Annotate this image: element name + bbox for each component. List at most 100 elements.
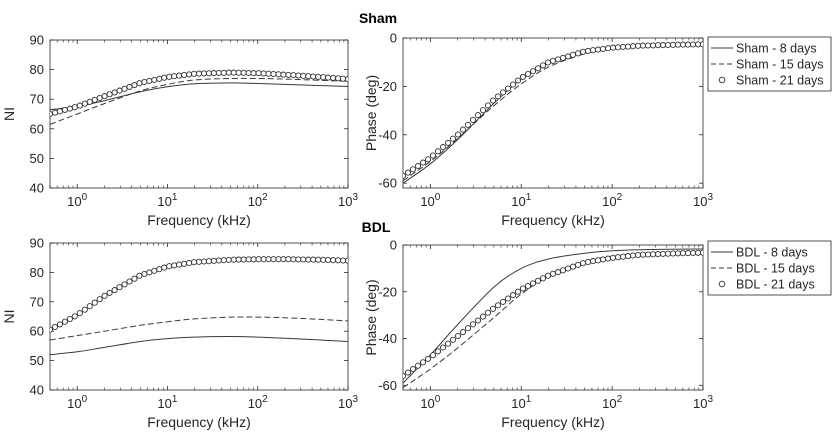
- data-point-3: [66, 315, 73, 323]
- data-point-3: [225, 69, 232, 76]
- data-point-3: [499, 89, 507, 96]
- data-point-3: [86, 98, 93, 105]
- series-group: [50, 256, 348, 356]
- chart-bdl-phase: -60 -40 -20 0 100 101 102 103 Frequency (kHz) Pha…: [363, 238, 713, 431]
- data-point-3: [270, 256, 277, 263]
- x-axis-label: Frequency (kHz): [501, 212, 604, 228]
- data-point-3: [624, 43, 632, 50]
- data-point-3: [111, 287, 118, 294]
- data-point-3: [514, 77, 522, 84]
- data-point-3: [91, 299, 98, 306]
- data-point-3: [699, 249, 703, 256]
- data-point-3: [439, 144, 447, 151]
- data-point-3: [609, 254, 617, 261]
- data-point-3: [664, 41, 672, 49]
- data-point-3: [419, 359, 427, 366]
- data-point-3: [549, 57, 557, 64]
- data-point-3: [240, 256, 247, 263]
- data-point-3: [86, 303, 93, 310]
- data-point-3: [116, 284, 123, 291]
- data-point-3: [429, 152, 437, 159]
- data-point-3: [56, 321, 63, 328]
- data-point-3: [554, 56, 562, 63]
- data-point-3: [509, 81, 517, 88]
- y-tick-label: 50: [30, 151, 44, 166]
- series-group: [50, 69, 348, 125]
- data-point-3: [684, 250, 692, 257]
- y-tick-label: 0: [390, 31, 397, 46]
- legend-label: Sham - 15 days: [736, 58, 824, 72]
- data-point-3: [484, 309, 492, 316]
- data-point-3: [280, 256, 287, 263]
- data-point-3: [404, 369, 412, 376]
- data-point-3: [171, 262, 178, 269]
- plot-frame: [402, 244, 704, 391]
- data-point-3: [444, 139, 452, 146]
- data-point-3: [534, 277, 542, 284]
- data-point-3: [549, 270, 557, 277]
- data-point-3: [619, 253, 627, 260]
- data-point-3: [76, 102, 83, 109]
- chart-sham-ni: 40 50 60 70 80 90 100 101 102 103 Frequency (kHz) N…: [1, 33, 358, 229]
- chart-sham-phase: -60 -40 -20 0 100 101 102 103 Frequency (kHz) Pha…: [363, 31, 713, 229]
- data-point-3: [146, 269, 153, 276]
- data-point-3: [66, 105, 73, 112]
- data-point-3: [280, 71, 287, 78]
- x-tick-label: 102: [602, 192, 622, 209]
- data-point-3: [554, 269, 562, 276]
- data-point-3: [414, 162, 422, 170]
- data-point-3: [489, 97, 497, 104]
- data-point-3: [265, 256, 272, 263]
- data-point-3: [449, 135, 457, 142]
- x-tick-label: 103: [693, 394, 713, 411]
- data-point-3: [524, 282, 532, 290]
- data-point-3: [679, 41, 687, 48]
- data-point-3: [91, 96, 98, 103]
- data-point-3: [186, 259, 193, 267]
- data-point-3: [156, 75, 163, 82]
- y-tick-label: -60: [378, 378, 397, 393]
- y-tick-label: -20: [378, 284, 397, 299]
- y-axis-label: NI: [1, 107, 17, 121]
- data-point-3: [449, 336, 457, 343]
- data-point-3: [320, 74, 327, 81]
- data-point-3: [494, 93, 502, 100]
- data-point-3: [330, 257, 337, 264]
- data-point-3: [131, 82, 138, 89]
- series-line-1: [403, 248, 703, 384]
- data-point-3: [629, 252, 637, 259]
- data-point-3: [469, 116, 477, 123]
- y-tick-label: 90: [30, 33, 44, 48]
- data-point-3: [669, 41, 677, 48]
- data-point-3: [101, 292, 108, 299]
- data-point-3: [255, 256, 262, 263]
- x-tick-label: 102: [248, 394, 268, 411]
- data-point-3: [136, 80, 143, 87]
- data-point-3: [474, 317, 482, 324]
- data-point-3: [295, 72, 302, 79]
- data-point-3: [290, 72, 297, 79]
- y-tick-label: 40: [30, 383, 44, 398]
- data-point-3: [136, 272, 143, 279]
- data-point-3: [81, 306, 88, 313]
- y-tick-label: 90: [30, 236, 44, 251]
- data-point-3: [589, 47, 597, 54]
- data-point-3: [141, 78, 148, 86]
- data-point-3: [76, 310, 83, 317]
- data-point-3: [141, 270, 148, 278]
- data-point-3: [599, 45, 607, 52]
- data-point-3: [51, 323, 59, 331]
- data-point-3: [559, 54, 567, 61]
- data-point-3: [96, 296, 103, 303]
- data-point-3: [454, 332, 462, 340]
- data-point-3: [409, 166, 417, 173]
- series-group: [403, 41, 703, 184]
- data-point-3: [200, 258, 208, 265]
- data-point-3: [245, 69, 252, 77]
- data-point-3: [190, 70, 198, 77]
- data-point-3: [126, 83, 133, 90]
- data-point-3: [205, 258, 212, 265]
- data-point-3: [479, 107, 487, 114]
- data-point-3: [335, 257, 342, 264]
